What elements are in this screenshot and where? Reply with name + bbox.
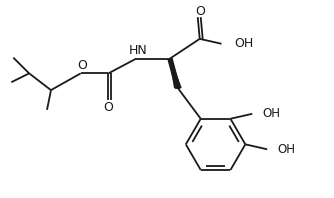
Text: O: O	[104, 101, 114, 114]
Polygon shape	[170, 59, 180, 88]
Text: O: O	[195, 5, 205, 18]
Text: OH: OH	[262, 107, 280, 120]
Text: O: O	[77, 59, 87, 72]
Text: OH: OH	[277, 143, 295, 156]
Text: OH: OH	[234, 37, 254, 50]
Text: HN: HN	[129, 44, 148, 57]
